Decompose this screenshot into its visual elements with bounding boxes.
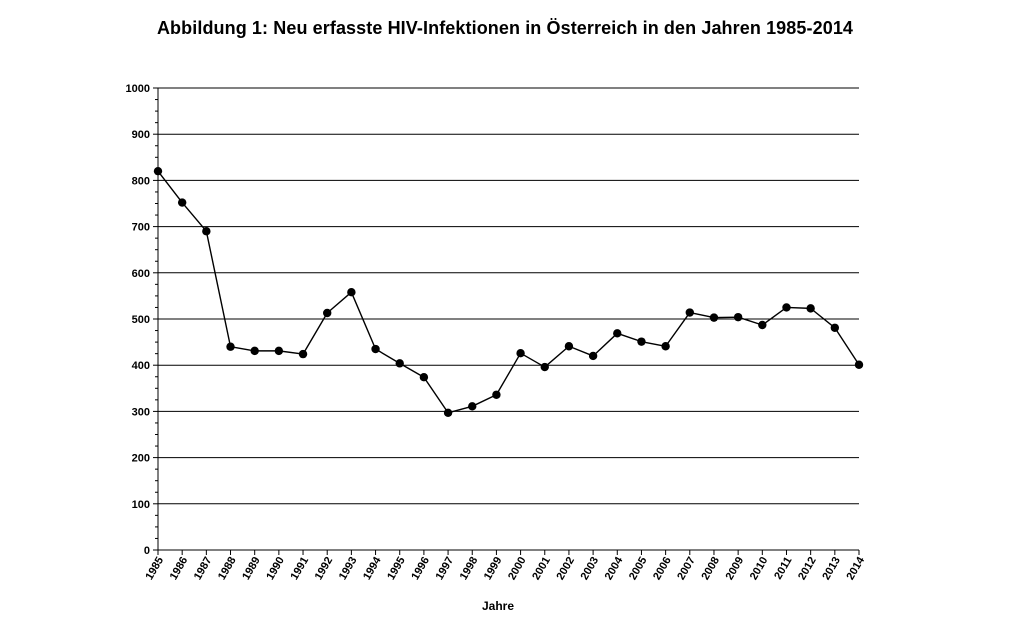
data-point — [298, 349, 308, 359]
data-point — [709, 313, 719, 322]
x-tick-label: 2000 — [506, 555, 529, 582]
series-line — [157, 170, 860, 414]
x-tick-label: 1994 — [361, 554, 384, 582]
axes — [153, 87, 860, 555]
x-tick-label: 2009 — [724, 555, 747, 582]
x-axis-title: Jahre — [482, 599, 514, 613]
y-tick-labels: 0 100 200 300 400 500 600 700 800 900 1000 — [126, 83, 150, 557]
x-tick-label: 1995 — [385, 555, 408, 582]
data-point — [637, 337, 646, 346]
gridlines — [158, 87, 859, 505]
y-tick-label: 300 — [132, 406, 150, 418]
data-point — [250, 346, 259, 356]
data-point — [202, 227, 211, 236]
y-tick-label: 0 — [144, 545, 150, 557]
data-point — [347, 288, 356, 297]
data-point — [782, 303, 791, 312]
data-point — [613, 329, 622, 338]
x-tick-label: 2010 — [748, 555, 771, 582]
data-point — [468, 402, 477, 411]
y-tick-label: 900 — [132, 129, 150, 141]
x-tick-label: 2004 — [603, 554, 626, 582]
x-tick-label: 1985 — [143, 555, 166, 582]
x-tick-label: 2007 — [675, 555, 698, 582]
data-series — [153, 166, 864, 417]
x-tick-label: 2003 — [579, 555, 602, 582]
data-point — [854, 360, 864, 369]
x-tick-label: 1990 — [264, 555, 287, 582]
data-point — [733, 312, 743, 322]
x-tick-label: 1999 — [482, 555, 505, 582]
x-tick-label: 1987 — [192, 555, 215, 582]
data-point — [758, 320, 767, 330]
x-tick-label: 1998 — [458, 555, 481, 582]
data-point — [564, 342, 574, 351]
x-tick-labels: 1985 1986 1987 1988 1989 1990 1991 1992 1993 1994… — [143, 554, 867, 582]
data-point — [395, 359, 404, 368]
x-tick-label: 2002 — [554, 555, 577, 582]
x-tick-label: 1993 — [337, 555, 360, 582]
data-point — [516, 348, 525, 358]
data-point — [540, 362, 549, 372]
data-point — [323, 308, 332, 318]
x-tick-label: 2001 — [530, 555, 553, 582]
x-tick-label: 2005 — [627, 555, 650, 582]
data-point — [274, 346, 284, 356]
data-point — [685, 308, 694, 317]
data-point — [588, 351, 598, 361]
x-tick-label: 2008 — [699, 555, 722, 582]
data-point — [177, 198, 187, 207]
x-tick-label: 2012 — [796, 555, 819, 582]
data-point — [830, 323, 840, 332]
data-point — [661, 342, 670, 351]
data-point — [371, 344, 380, 354]
x-tick-label: 2013 — [820, 555, 843, 582]
data-point — [492, 390, 501, 399]
y-tick-label: 200 — [132, 453, 150, 465]
data-point — [419, 373, 429, 382]
x-tick-label: 1988 — [216, 555, 239, 582]
y-tick-label: 400 — [132, 360, 150, 372]
x-tick-label: 2011 — [772, 555, 794, 582]
x-tick-label: 2014 — [844, 554, 867, 582]
data-point — [226, 342, 235, 351]
data-point — [806, 304, 815, 313]
y-tick-label: 100 — [132, 499, 150, 511]
x-tick-label: 1997 — [434, 555, 457, 582]
x-tick-label: 1986 — [168, 555, 191, 582]
y-tick-label: 500 — [132, 314, 150, 326]
y-tick-label: 1000 — [126, 83, 150, 95]
y-tick-label: 800 — [132, 175, 150, 187]
x-tick-label: 1991 — [289, 555, 312, 582]
x-tick-label: 1996 — [409, 555, 432, 582]
x-tick-label: 1992 — [313, 555, 336, 582]
data-point — [443, 408, 453, 417]
data-point — [153, 166, 163, 176]
chart-title: Abbildung 1: Neu erfasste HIV-Infektione… — [156, 18, 854, 38]
x-tick-label: 2006 — [651, 555, 674, 582]
y-tick-label: 600 — [132, 268, 150, 280]
y-tick-label: 700 — [132, 222, 150, 234]
x-tick-label: 1989 — [240, 555, 263, 582]
